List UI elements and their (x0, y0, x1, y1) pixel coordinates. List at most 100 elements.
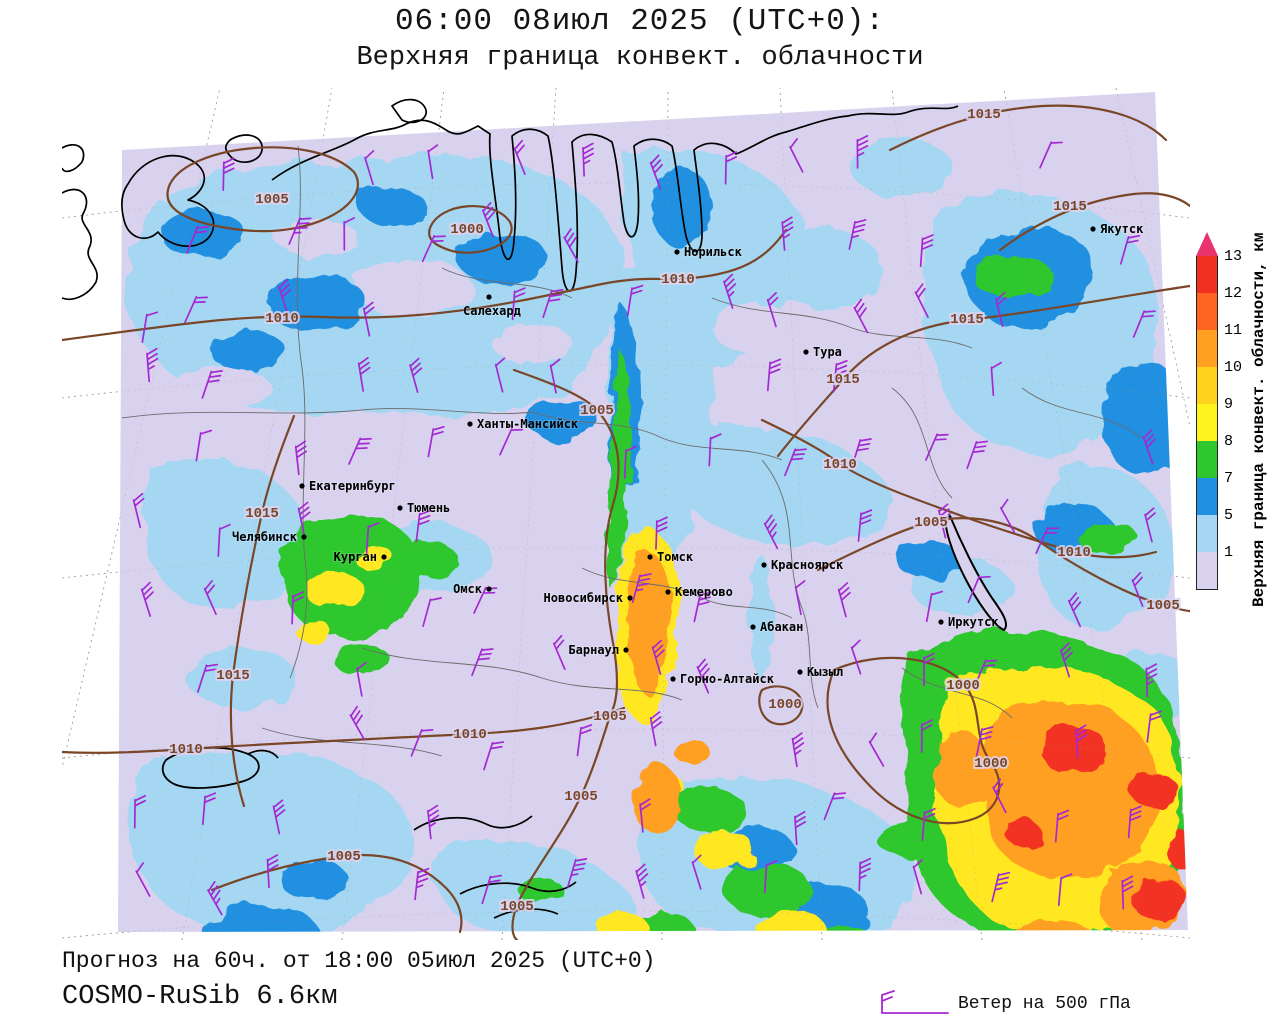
wind-barb (724, 151, 738, 185)
wind-barb (1131, 571, 1144, 608)
city-dot (938, 619, 944, 625)
wind-barb (135, 862, 151, 897)
title-parameter: Верхняя граница конвект. облачности (356, 43, 924, 73)
wind-barb (850, 639, 862, 675)
wind-barb (481, 874, 503, 905)
colorbar-tick: 9 (1224, 396, 1234, 413)
wind-barb (995, 291, 1007, 328)
city-dot (381, 554, 387, 560)
wind-barb (623, 445, 638, 479)
isobar-label: 1010 (453, 727, 487, 743)
wind-barb (631, 573, 652, 604)
cloud-field-layer (127, 138, 1188, 932)
city-marker: Челябинск (231, 529, 307, 545)
city-label: Новосибирск (544, 591, 624, 605)
wind-barb (1067, 592, 1082, 628)
city-marker: Екатеринбург (299, 478, 397, 494)
wind-barb (696, 658, 710, 694)
city-marker: Кызыл (797, 664, 844, 680)
wind-barb (202, 792, 217, 826)
wind-barb (549, 358, 561, 394)
wind-barb (542, 289, 564, 319)
city-label: Тюмень (407, 501, 450, 515)
wind-barb (655, 516, 668, 550)
wind-barb (990, 361, 1002, 397)
city-dot (299, 483, 305, 489)
wind-legend: Ветер на 500 гПа (872, 990, 1131, 1018)
wind-barb (343, 216, 356, 251)
wind-barb-icon (881, 990, 949, 1014)
wind-barb (763, 514, 779, 550)
wind-barb (494, 357, 506, 393)
wind-barb (288, 217, 312, 245)
wind-barb (278, 279, 292, 315)
wind-barb (823, 792, 847, 821)
wind-barb (992, 778, 1007, 814)
wind-barb (791, 732, 805, 768)
isobar-label: 1005 (1146, 598, 1180, 614)
wind-barb (693, 591, 712, 623)
wind-barb (708, 433, 722, 467)
colorbar-tick: 5 (1224, 507, 1234, 524)
wind-barb (1119, 234, 1141, 265)
city-label: Томск (657, 550, 694, 564)
wind-barb (272, 799, 286, 835)
wind-barb (967, 575, 991, 604)
city-marker: Кемерово (665, 584, 734, 600)
isobar-label: 1015 (1053, 199, 1087, 215)
city-dot (797, 669, 803, 675)
isobar-label: 1005 (327, 849, 361, 865)
wind-barb (414, 867, 430, 901)
wind-barb (471, 648, 494, 677)
colorbar-tick: 10 (1224, 359, 1243, 376)
wind-barb (427, 804, 440, 840)
wind-barb (973, 659, 998, 687)
wind-barb (1132, 310, 1156, 338)
city-dot (674, 249, 680, 255)
wind-barb (427, 425, 445, 458)
city-marker: Якутск (1090, 221, 1145, 237)
wind-barb (914, 283, 929, 319)
wind-barb (784, 448, 807, 477)
isobar-label: 1005 (593, 709, 627, 725)
city-dot (467, 421, 473, 427)
wind-barb (552, 634, 566, 670)
wind-barb (781, 216, 794, 251)
city-label: Курган (334, 550, 377, 564)
wind-barb (923, 652, 935, 687)
isobar-label: 1005 (500, 899, 534, 915)
wind-barb (415, 509, 431, 543)
city-dot (623, 647, 629, 653)
wind-barb (362, 301, 375, 337)
city-label: Ханты-Мансийск (477, 417, 579, 431)
wind-barb (937, 503, 951, 539)
isobar-label: 1015 (216, 668, 250, 684)
isobar-label: 1000 (450, 222, 484, 238)
city-dot (750, 624, 756, 630)
city-dot (486, 586, 492, 592)
wind-barb (186, 226, 210, 254)
city-label: Екатеринбург (309, 479, 396, 493)
isobar-label: 1000 (768, 697, 802, 713)
forecast-info: Прогноз на 60ч. от 18:00 05июл 2025 (UTC… (62, 948, 656, 974)
city-marker: Красноярск (761, 557, 845, 573)
wind-barb (919, 234, 934, 268)
wind-barb (794, 811, 807, 846)
wind-barb (1146, 710, 1162, 743)
isobar-label: 1010 (169, 742, 203, 758)
city-label: Абакан (760, 620, 803, 634)
isobar-label: 1015 (950, 312, 984, 328)
wind-barb (365, 522, 380, 555)
colorbar-segment (1197, 367, 1217, 404)
isobar-label: 1010 (661, 272, 695, 288)
city-label: Норильск (684, 245, 743, 259)
wind-barb (853, 298, 869, 334)
forecast-map: 1005 1000 1010 1010 1015 1015 1015 1015 1005 1010… (62, 88, 1190, 940)
wind-barb (1075, 724, 1088, 759)
isobar-label: 1005 (564, 789, 598, 805)
city-dot (486, 294, 492, 300)
wind-barb (1142, 429, 1156, 465)
city-dot (665, 589, 671, 595)
wind-barb (837, 582, 851, 618)
